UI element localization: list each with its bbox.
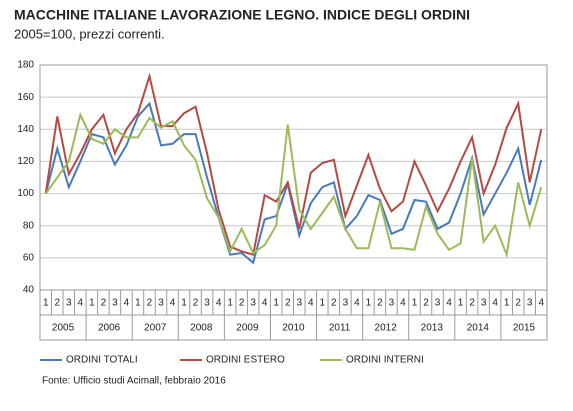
x-tick-label: 3: [250, 298, 256, 309]
x-tick-label: 1: [412, 298, 418, 309]
legend-label: ORDINI TOTALI: [66, 355, 138, 366]
x-tick-label: 4: [492, 298, 498, 309]
x-tick-label: 2: [377, 298, 383, 309]
year-label: 2010: [282, 323, 305, 334]
year-label: 2012: [375, 323, 398, 334]
y-tick-label: 60: [23, 252, 35, 263]
x-tick-label: 1: [504, 298, 510, 309]
y-tick-label: 40: [23, 285, 35, 296]
chart-title: MACCHINE ITALIANE LAVORAZIONE LEGNO. IND…: [14, 7, 470, 23]
series-line: [44, 72, 543, 256]
x-tick-label: 3: [343, 298, 349, 309]
legend-label: ORDINI ESTERO: [206, 355, 285, 366]
x-tick-label: 4: [216, 298, 222, 309]
x-tick-label: 1: [135, 298, 141, 309]
year-label: 2015: [513, 323, 536, 334]
x-tick-label: 2: [515, 298, 521, 309]
x-tick-label: 4: [170, 298, 176, 309]
x-tick-label: 2: [239, 298, 245, 309]
series-line: [44, 111, 543, 259]
year-label: 2009: [236, 323, 259, 334]
y-tick-label: 160: [17, 92, 34, 103]
x-tick-label: 2: [285, 298, 291, 309]
x-tick-label: 3: [527, 298, 533, 309]
x-tick-label: 3: [296, 298, 302, 309]
y-tick-label: 120: [17, 156, 34, 167]
year-label: 2014: [467, 323, 490, 334]
x-tick-label: 4: [124, 298, 130, 309]
x-tick-label: 2: [193, 298, 199, 309]
x-tick-label: 4: [308, 298, 314, 309]
x-tick-label: 4: [446, 298, 452, 309]
x-tick-label: 3: [66, 298, 72, 309]
series-line: [44, 101, 543, 265]
x-tick-label: 2: [423, 298, 429, 309]
x-tick-label: 3: [112, 298, 118, 309]
x-tick-label: 1: [320, 298, 326, 309]
y-tick-label: 180: [17, 60, 34, 71]
chart-subtitle: 2005=100, prezzi correnti.: [14, 26, 165, 41]
x-tick-label: 1: [43, 298, 49, 309]
x-tick-label: 2: [147, 298, 153, 309]
x-tick-label: 1: [89, 298, 95, 309]
year-label: 2013: [421, 323, 444, 334]
x-tick-label: 2: [469, 298, 475, 309]
x-tick-label: 2: [55, 298, 61, 309]
x-tick-label: 1: [366, 298, 372, 309]
y-tick-label: 100: [17, 188, 34, 199]
x-tick-label: 1: [458, 298, 464, 309]
x-tick-label: 3: [481, 298, 487, 309]
x-tick-label: 2: [331, 298, 337, 309]
x-tick-label: 1: [227, 298, 233, 309]
x-tick-label: 4: [78, 298, 84, 309]
legend-label: ORDINI INTERNI: [346, 355, 424, 366]
x-tick-label: 1: [273, 298, 279, 309]
x-tick-label: 4: [262, 298, 268, 309]
year-label: 2005: [52, 323, 75, 334]
x-tick-label: 3: [389, 298, 395, 309]
x-tick-label: 1: [181, 298, 187, 309]
x-tick-label: 4: [538, 298, 544, 309]
y-tick-label: 80: [23, 220, 35, 231]
x-tick-label: 3: [158, 298, 164, 309]
x-tick-label: 3: [204, 298, 210, 309]
year-label: 2007: [144, 323, 167, 334]
year-label: 2006: [98, 323, 121, 334]
x-tick-label: 4: [400, 298, 406, 309]
y-tick-label: 140: [17, 124, 34, 135]
year-label: 2011: [329, 323, 351, 334]
year-label: 2008: [190, 323, 213, 334]
x-tick-label: 3: [435, 298, 441, 309]
x-tick-label: 2: [101, 298, 107, 309]
source: Fonte: Ufficio studi Acimall, febbraio 2…: [42, 376, 226, 387]
x-tick-label: 4: [354, 298, 360, 309]
plot-frame: [39, 64, 548, 341]
